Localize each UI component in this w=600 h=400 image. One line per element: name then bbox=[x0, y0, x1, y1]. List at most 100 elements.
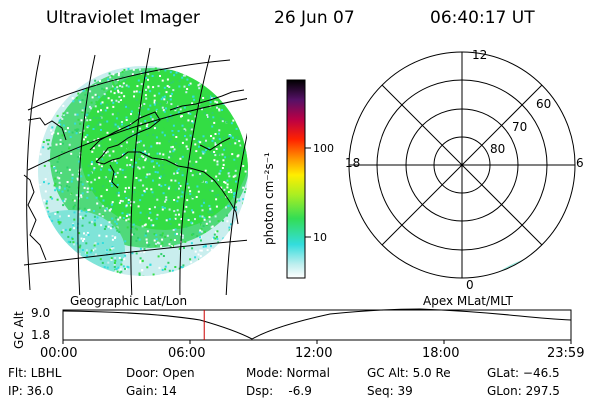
image-pixel bbox=[139, 150, 142, 152]
instrument-title: Ultraviolet Imager bbox=[46, 8, 200, 28]
image-pixel bbox=[116, 132, 119, 135]
image-pixel bbox=[188, 163, 191, 166]
image-pixel bbox=[106, 178, 109, 180]
image-pixel bbox=[95, 94, 98, 97]
geographic-grid bbox=[23, 47, 247, 295]
image-pixel bbox=[141, 259, 144, 262]
image-pixel bbox=[144, 139, 146, 142]
image-pixel bbox=[158, 176, 161, 179]
image-pixel bbox=[71, 131, 74, 134]
image-pixel bbox=[157, 85, 160, 88]
image-pixel bbox=[125, 202, 128, 205]
image-pixel bbox=[93, 116, 95, 119]
image-pixel bbox=[118, 205, 121, 208]
image-pixel bbox=[217, 220, 220, 222]
image-pixel bbox=[177, 168, 180, 171]
image-pixel bbox=[160, 274, 163, 276]
image-pixel bbox=[153, 233, 156, 236]
image-pixel bbox=[146, 211, 149, 214]
image-pixel bbox=[214, 142, 217, 145]
image-pixel bbox=[121, 85, 124, 88]
image-pixel bbox=[71, 177, 74, 180]
image-pixel bbox=[216, 163, 219, 166]
image-pixel bbox=[199, 172, 202, 175]
image-pixel bbox=[93, 167, 96, 169]
image-pixel bbox=[189, 112, 192, 115]
image-pixel bbox=[195, 160, 198, 163]
image-pixel bbox=[190, 261, 193, 264]
image-pixel bbox=[68, 147, 71, 150]
image-pixel bbox=[57, 123, 60, 126]
image-pixel bbox=[198, 257, 201, 260]
image-pixel bbox=[181, 174, 184, 177]
image-pixel bbox=[94, 105, 97, 108]
image-pixel bbox=[85, 210, 88, 213]
image-pixel bbox=[226, 214, 228, 217]
image-pixel bbox=[110, 182, 113, 185]
image-pixel bbox=[114, 87, 117, 90]
image-pixel bbox=[133, 95, 135, 98]
image-pixel bbox=[118, 96, 121, 99]
image-pixel bbox=[143, 103, 146, 105]
image-pixel bbox=[239, 144, 242, 147]
image-pixel bbox=[73, 211, 76, 214]
image-pixel bbox=[152, 86, 155, 89]
image-pixel bbox=[105, 235, 108, 238]
image-pixel bbox=[65, 184, 68, 187]
image-pixel bbox=[51, 133, 54, 135]
image-pixel bbox=[79, 209, 82, 212]
info-gc-alt: GC Alt: 5.0 Re bbox=[367, 366, 451, 380]
image-pixel bbox=[227, 172, 230, 175]
image-pixel bbox=[119, 168, 122, 171]
image-pixel bbox=[189, 258, 192, 261]
image-pixel bbox=[189, 170, 192, 172]
mlt-label-0: 0 bbox=[466, 278, 474, 292]
image-pixel bbox=[116, 154, 118, 157]
image-pixel bbox=[138, 274, 141, 276]
image-pixel bbox=[122, 217, 125, 219]
image-pixel bbox=[67, 127, 69, 130]
image-pixel bbox=[226, 217, 229, 220]
image-pixel bbox=[183, 106, 186, 109]
image-pixel bbox=[48, 215, 51, 218]
image-pixel bbox=[153, 94, 156, 97]
image-pixel bbox=[109, 180, 111, 183]
image-pixel bbox=[222, 163, 225, 166]
image-pixel bbox=[113, 99, 116, 102]
image-pixel bbox=[210, 120, 213, 123]
image-pixel bbox=[122, 153, 124, 156]
image-pixel bbox=[235, 160, 238, 163]
image-pixel bbox=[140, 83, 143, 86]
image-pixel bbox=[191, 174, 194, 177]
image-pixel bbox=[185, 225, 188, 228]
image-pixel bbox=[220, 144, 222, 147]
image-pixel bbox=[160, 80, 163, 83]
image-pixel bbox=[58, 156, 61, 158]
image-pixel bbox=[198, 197, 201, 200]
image-pixel bbox=[147, 244, 150, 247]
image-pixel bbox=[61, 142, 64, 145]
image-pixel bbox=[137, 205, 140, 208]
image-pixel bbox=[214, 143, 217, 146]
image-pixel bbox=[159, 103, 162, 106]
image-pixel bbox=[176, 209, 179, 212]
image-pixel bbox=[147, 153, 150, 156]
image-pixel bbox=[106, 120, 109, 123]
image-pixel bbox=[148, 69, 151, 72]
image-pixel bbox=[238, 140, 241, 143]
image-pixel bbox=[123, 258, 126, 261]
image-pixel bbox=[91, 220, 93, 223]
image-pixel bbox=[189, 193, 192, 196]
lat-label-80: 80 bbox=[490, 142, 506, 156]
image-pixel bbox=[202, 97, 205, 99]
image-pixel bbox=[51, 219, 54, 222]
image-pixel bbox=[174, 213, 177, 216]
info-ip: IP: 36.0 bbox=[8, 384, 54, 398]
image-pixel bbox=[232, 119, 235, 122]
image-pixel bbox=[202, 135, 205, 138]
alt-tick-1-8: 1.8 bbox=[31, 328, 51, 342]
image-pixel bbox=[172, 225, 175, 228]
image-pixel bbox=[211, 248, 213, 251]
image-pixel bbox=[71, 97, 74, 100]
image-pixel bbox=[111, 159, 114, 162]
